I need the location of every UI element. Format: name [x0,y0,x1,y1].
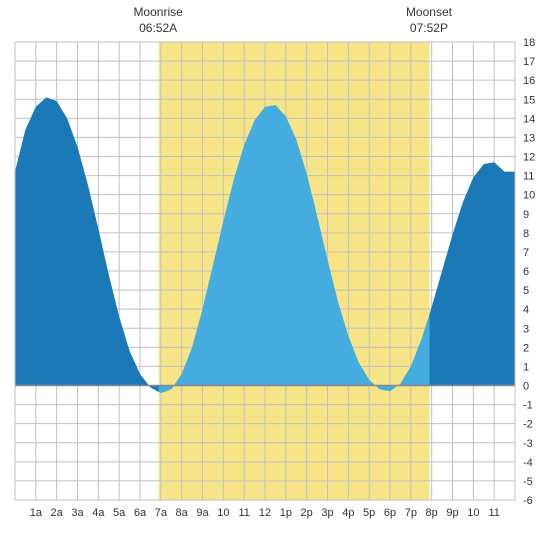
x-axis-label: 9p [446,507,458,519]
x-axis-label: 6a [134,507,147,519]
moonset-time: 07:52P [410,21,448,35]
x-axis-label: 12 [259,507,271,519]
y-axis-label: 5 [523,285,529,297]
x-axis-label: 4p [342,507,354,519]
x-axis-label: 7a [155,507,168,519]
x-axis-label: 4a [92,507,105,519]
x-axis-label: 10 [217,507,229,519]
x-axis-label: 2a [51,507,64,519]
x-axis-label: 5p [363,507,375,519]
x-axis-label: 3p [321,507,333,519]
y-axis-label: -2 [523,419,533,431]
y-axis-label: 13 [523,132,535,144]
moonrise-label: Moonrise [133,5,183,19]
moonset-label: Moonset [406,5,453,19]
y-axis-label: 12 [523,152,535,164]
y-axis-label: 18 [523,37,535,49]
y-axis-label: 14 [523,113,535,125]
y-axis-label: 0 [523,381,529,393]
chart-svg: 1a2a3a4a5a6a7a8a9a1011121p2p3p4p5p6p7p8p… [0,0,550,550]
x-axis-label: 9a [196,507,209,519]
y-axis-label: 16 [523,75,535,87]
y-axis-label: -1 [523,400,533,412]
y-axis-label: 11 [523,171,534,183]
y-axis-label: 15 [523,94,535,106]
y-axis-label: 6 [523,266,529,278]
x-axis-label: 1a [30,507,43,519]
y-axis-label: 2 [523,342,529,354]
y-axis-label: 10 [523,190,535,202]
x-axis-label: 5a [113,507,126,519]
y-axis-label: -6 [523,495,533,507]
x-axis-label: 11 [488,507,499,519]
x-axis-label: 6p [384,507,396,519]
y-axis-label: 3 [523,323,529,335]
x-axis-label: 8p [426,507,438,519]
x-axis-label: 2p [301,507,313,519]
y-axis-label: -3 [523,438,533,450]
y-axis-label: -4 [523,457,533,469]
x-axis-label: 7p [405,507,417,519]
y-axis-label: 1 [523,361,529,373]
x-axis-label: 10 [467,507,479,519]
moonrise-time: 06:52A [139,21,177,35]
x-axis-label: 11 [238,507,249,519]
tide-chart: 1a2a3a4a5a6a7a8a9a1011121p2p3p4p5p6p7p8p… [0,0,550,550]
y-axis-label: -5 [523,476,533,488]
y-axis-label: 9 [523,209,529,221]
x-axis-label: 3a [71,507,84,519]
y-axis-label: 8 [523,228,529,240]
x-axis-label: 1p [280,507,292,519]
y-axis-label: 4 [523,304,529,316]
y-axis-label: 7 [523,247,529,259]
y-axis-label: 17 [523,56,535,68]
x-axis-label: 8a [176,507,189,519]
